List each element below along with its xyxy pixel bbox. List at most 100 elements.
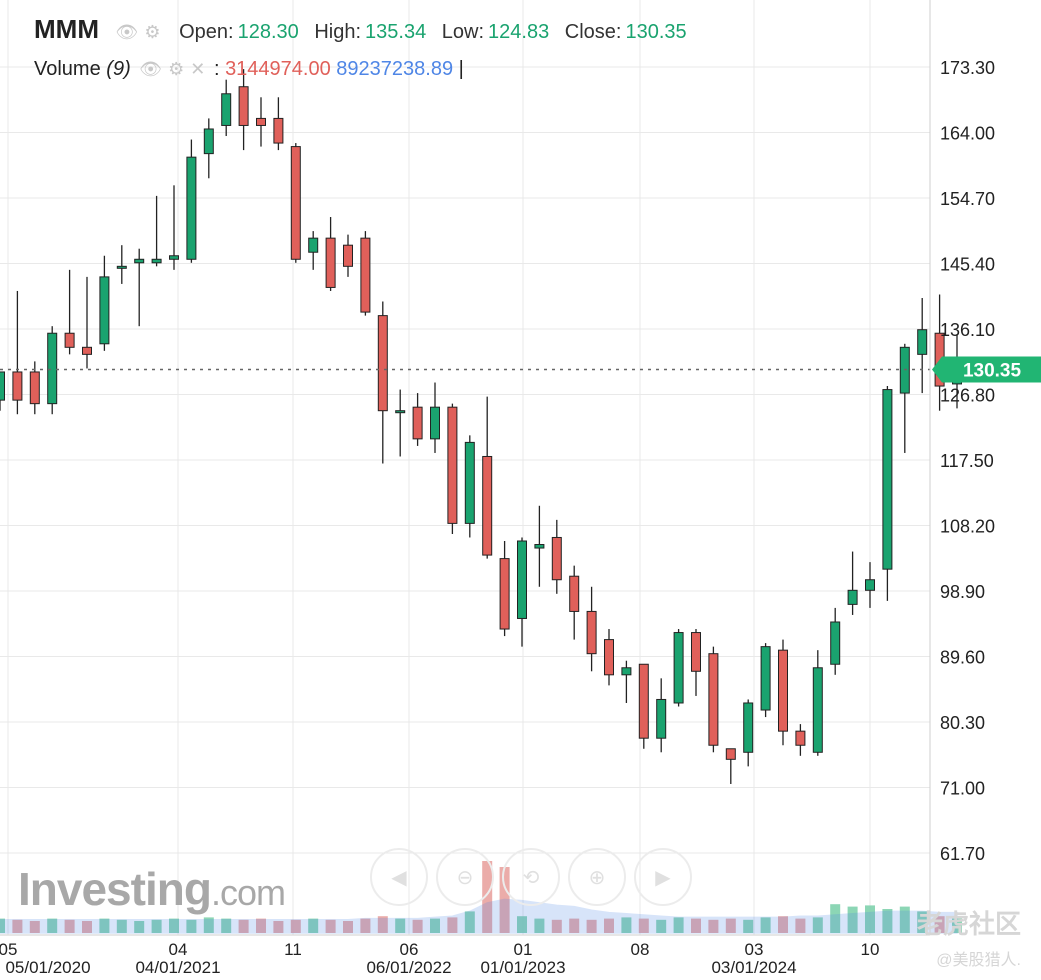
candle-body <box>203 128 214 155</box>
zoom-in-icon[interactable]: ⊕ <box>568 848 626 906</box>
candle-body <box>917 329 928 355</box>
volume-bar <box>47 918 58 933</box>
volume-bar <box>621 917 632 933</box>
close-value: 130.35 <box>625 21 687 43</box>
volume-bar <box>308 918 319 933</box>
eye-icon[interactable]: 👁 <box>115 22 139 42</box>
reset-icon[interactable]: ⟲ <box>502 848 560 906</box>
candle-body <box>778 649 788 732</box>
candle-body <box>830 621 841 665</box>
price-tick: 126.80 <box>940 386 995 406</box>
volume-bar <box>29 921 40 933</box>
candle-body <box>343 244 353 267</box>
candle-body <box>725 748 736 760</box>
volume-bar <box>534 918 545 933</box>
close-icon[interactable]: ✕ <box>190 59 206 79</box>
volume-bar <box>186 919 197 933</box>
volume-bar <box>743 919 754 933</box>
candle-body <box>865 579 875 591</box>
candle-body <box>812 667 823 753</box>
volume-bar <box>343 921 353 933</box>
candle-body <box>308 237 319 253</box>
volume-ma-area <box>0 898 958 934</box>
volume-bar <box>325 919 336 933</box>
candle-body <box>464 441 475 524</box>
volume-bar <box>203 917 214 933</box>
volume-bar <box>934 916 945 933</box>
volume-bar <box>169 918 179 933</box>
price-axis: 173.30 164.00 154.70 145.40 136.10 126.80 117.… <box>0 0 995 936</box>
candle-body <box>638 663 649 739</box>
volume-bar <box>464 911 475 933</box>
candle-body <box>517 540 527 619</box>
overlay-watermark: 老虎社区 <box>916 909 1021 939</box>
candle-body <box>847 589 858 605</box>
volume-bar <box>586 919 597 933</box>
last-price-label: 130.35 <box>963 360 1022 381</box>
zoom-out-icon[interactable]: ⊖ <box>436 848 494 906</box>
volume-bar <box>12 919 23 933</box>
candle-body <box>47 332 58 405</box>
candle-body <box>325 237 336 288</box>
volume-ma-value: 89237238.89 <box>336 58 454 80</box>
price-tick: 80.30 <box>940 713 985 733</box>
time-tick: 06 <box>400 940 419 959</box>
volume-bar <box>430 918 440 933</box>
investing-logo: Investing.com <box>18 862 286 916</box>
time-axis: 05 04 11 06 01 08 03 10 05/01/2020 04/01/2021 06/0… <box>0 940 879 977</box>
close-label: Close: <box>564 21 622 43</box>
candle-body <box>482 455 493 556</box>
volume-bar <box>360 918 371 933</box>
ohlc-legend: MMM 👁 ⚙ Open: 128.30 High: 135.34 Low: 124.8… <box>34 14 687 45</box>
time-tick: 03 <box>745 940 764 959</box>
time-date-label: 06/01/2022 <box>366 958 451 977</box>
open-label: Open: <box>179 21 234 43</box>
candle-body <box>673 632 684 704</box>
gear-icon[interactable]: ⚙ <box>144 22 161 42</box>
volume-bar <box>604 918 614 933</box>
volume-period: (9) <box>106 58 131 80</box>
candle-series <box>0 69 962 784</box>
volume-bar <box>882 909 893 933</box>
volume-bar <box>865 905 875 933</box>
volume-bar <box>760 917 771 933</box>
price-tick: 164.00 <box>940 124 995 144</box>
volume-bar <box>952 918 962 933</box>
time-date-label: 03/01/2024 <box>711 958 796 977</box>
candle-body <box>221 93 232 126</box>
volume-bar <box>256 918 266 933</box>
volume-bar <box>830 904 841 933</box>
candle-body <box>656 698 667 739</box>
time-tick: 01 <box>514 940 533 959</box>
symbol: MMM <box>34 14 99 44</box>
last-price-tag <box>932 356 1041 383</box>
scroll-left-icon[interactable]: ◀ <box>370 848 428 906</box>
volume-bar <box>412 919 423 933</box>
candle-body <box>377 315 388 412</box>
high-value: 135.34 <box>365 21 427 43</box>
candle-body <box>882 389 893 570</box>
volume-bar <box>656 919 667 933</box>
volume-series <box>0 861 962 934</box>
candle-body <box>238 86 249 126</box>
volume-bar <box>499 867 510 933</box>
candle-body <box>760 646 771 711</box>
price-tick: 71.00 <box>940 779 985 799</box>
volume-bar <box>99 918 110 933</box>
volume-bar <box>273 921 284 933</box>
price-tick: 61.70 <box>940 844 985 864</box>
gear-icon[interactable]: ⚙ <box>168 59 185 79</box>
overlay-handle: @美股猎人. <box>936 952 1021 969</box>
candle-body <box>569 575 580 612</box>
volume-bar <box>795 918 806 933</box>
candle-body <box>412 406 423 440</box>
eye-icon[interactable]: 👁 <box>139 59 163 79</box>
volume-bar <box>377 916 388 933</box>
scroll-right-icon[interactable]: ▶ <box>634 848 692 906</box>
candle-body <box>708 653 719 746</box>
candle-body <box>691 632 701 672</box>
logo-text: Investing <box>18 863 212 915</box>
candle-body <box>604 639 614 676</box>
